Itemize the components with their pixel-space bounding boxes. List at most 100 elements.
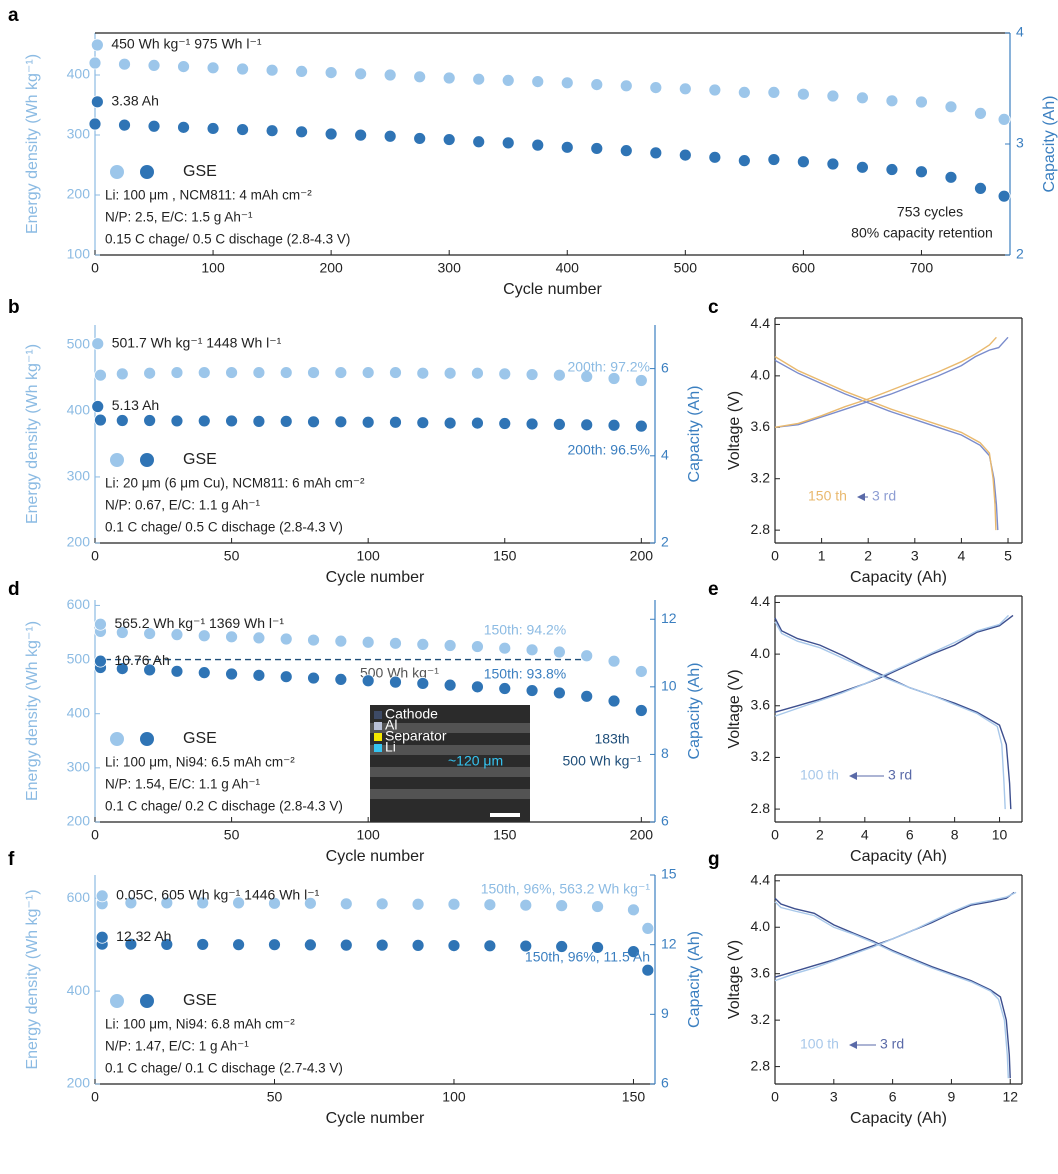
data-point [170, 414, 184, 428]
data-point [236, 123, 249, 136]
first-point-label: 501.7 Wh kg⁻¹ 1448 Wh l⁻¹ [112, 334, 282, 350]
data-point [115, 626, 129, 639]
legend-marker [140, 732, 154, 746]
data-point [856, 160, 869, 174]
y-axis-title: Energy density (Wh kg⁻¹) [24, 889, 41, 1069]
data-point [334, 634, 348, 648]
annotation: 3 rd [872, 488, 896, 504]
data-point [279, 366, 293, 379]
data-point [442, 133, 456, 146]
data-point [334, 673, 348, 686]
y-tick-label: 3.2 [751, 469, 771, 485]
y2-tick-label: 10 [661, 678, 677, 694]
data-point [531, 75, 545, 88]
data-point [678, 82, 692, 96]
y-tick-label: 400 [67, 982, 91, 998]
y-tick-label: 300 [67, 468, 91, 484]
annotation: 200th: 97.2% [567, 359, 650, 375]
data-point [471, 680, 484, 694]
y2-tick-label: 2 [1016, 246, 1024, 262]
data-point [826, 157, 840, 171]
data-point [411, 938, 425, 952]
data-point [472, 72, 486, 86]
data-point [118, 118, 131, 132]
data-point [634, 704, 648, 717]
data-point [225, 366, 238, 379]
data-point [354, 67, 368, 81]
x-tick-label: 0 [771, 1089, 779, 1105]
first-point [95, 930, 109, 944]
data-point [944, 170, 958, 184]
data-point [607, 694, 621, 708]
y-tick-label: 3.6 [751, 696, 771, 712]
data-point [447, 939, 461, 952]
first-point [91, 400, 105, 413]
x-tick-label: 0 [771, 548, 779, 564]
data-point [303, 896, 317, 910]
x-tick-label: 200 [319, 260, 343, 276]
x-tick-label: 8 [951, 827, 959, 843]
annotation: 200th: 96.5% [567, 442, 650, 458]
data-point [552, 645, 566, 659]
y-axis-title: Voltage (V) [726, 391, 743, 470]
data-point [383, 129, 397, 143]
condition-note: 0.1 C chage/ 0.5 C dischage (2.8-4.3 V) [105, 520, 343, 535]
data-point [619, 79, 633, 93]
data-point [265, 124, 279, 138]
annotation: 150 th [808, 488, 847, 504]
data-point [627, 945, 640, 959]
data-point [443, 366, 457, 380]
data-point [498, 417, 512, 430]
y-tick-label: 3.2 [751, 748, 771, 764]
first-point-label: 565.2 Wh kg⁻¹ 1369 Wh l⁻¹ [114, 615, 284, 631]
x-tick-label: 5 [1004, 548, 1012, 564]
data-point [375, 897, 389, 911]
data-point [279, 632, 293, 646]
y-tick-label: 4.4 [751, 872, 771, 888]
data-point [307, 633, 320, 647]
data-point [279, 670, 293, 684]
first-point-label: 10.76 Ah [114, 652, 169, 668]
y-tick-label: 4.4 [751, 315, 771, 331]
data-point [767, 153, 781, 166]
data-point [88, 117, 102, 131]
data-point [997, 189, 1011, 203]
data-point [177, 60, 190, 73]
data-point [856, 91, 869, 105]
data-point [361, 674, 375, 688]
first-point-label: 12.32 Ah [116, 928, 171, 944]
x-tick-label: 100 [201, 260, 225, 276]
inset-swatch [374, 733, 382, 741]
y-tick-label: 200 [67, 186, 91, 202]
data-point [339, 897, 353, 911]
x-tick-label: 9 [948, 1089, 956, 1105]
y2-tick-label: 12 [661, 935, 677, 951]
data-point [442, 71, 456, 85]
data-point [974, 107, 987, 120]
x-tick-label: 500 [674, 260, 698, 276]
data-point [206, 61, 220, 75]
curve [774, 336, 1009, 428]
y-tick-label: 500 [67, 336, 91, 352]
x-tick-label: 0 [91, 1089, 99, 1105]
data-point [143, 366, 157, 380]
data-point [206, 122, 220, 135]
data-point [737, 86, 751, 99]
data-point [471, 416, 484, 430]
y2-tick-label: 12 [661, 610, 677, 626]
y2-axis-title: Capacity (Ah) [1041, 96, 1058, 193]
x-tick-label: 100 [356, 827, 380, 843]
data-point [177, 120, 190, 134]
data-point [634, 374, 648, 387]
data-point [124, 937, 138, 951]
panel-letter: d [8, 579, 20, 600]
x-tick-label: 2 [816, 827, 824, 843]
y-tick-label: 600 [67, 596, 91, 612]
x-axis-title: Capacity (Ah) [850, 848, 947, 865]
x-tick-label: 50 [224, 548, 240, 564]
x-axis-title: Capacity (Ah) [850, 1110, 947, 1127]
annotation: 500 Wh kg⁻¹ [563, 753, 642, 769]
y2-tick-label: 9 [661, 1005, 669, 1021]
data-point [443, 416, 457, 430]
